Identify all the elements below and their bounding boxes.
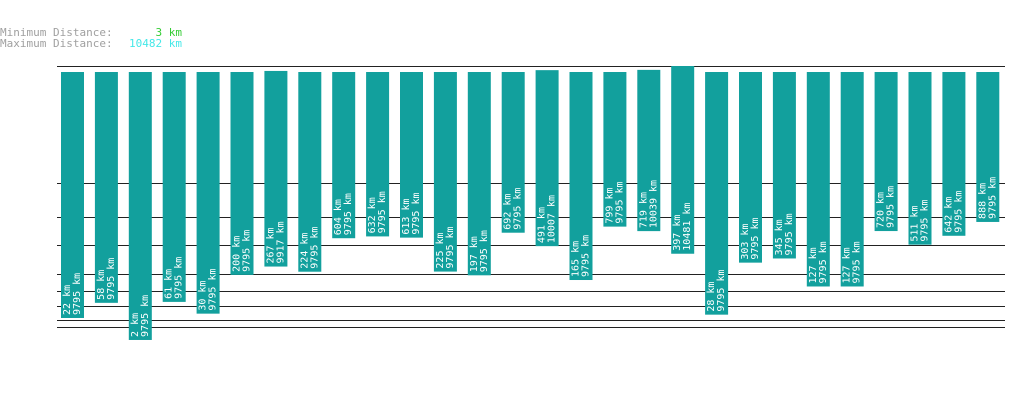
bar <box>569 72 593 281</box>
min-label: 692 km <box>503 194 514 230</box>
min-label: 127 km <box>808 247 819 283</box>
min-label: 632 km <box>367 197 378 233</box>
max-label: 10007 km <box>547 195 558 243</box>
min-label: 58 km <box>96 270 107 300</box>
min-label: 604 km <box>333 199 344 235</box>
max-label: 9795 km <box>411 192 422 234</box>
bar <box>908 72 932 245</box>
max-label: 9917 km <box>275 221 286 263</box>
bar <box>772 72 796 259</box>
min-label: 197 km <box>469 236 480 272</box>
max-label: 9795 km <box>479 230 490 272</box>
min-label: 613 km <box>401 199 412 235</box>
max-label: 10481 km <box>682 203 693 251</box>
bar <box>433 72 457 272</box>
max-label: 9795 km <box>852 241 863 283</box>
max-label: 9795 km <box>140 295 151 337</box>
max-label: 9795 km <box>242 230 253 272</box>
bar <box>501 72 525 233</box>
max-label: 9795 km <box>343 193 354 235</box>
bar <box>61 72 84 318</box>
min-label: 397 km <box>672 215 683 251</box>
bar <box>942 72 966 236</box>
min-label: 799 km <box>604 187 615 223</box>
min-label: 642 km <box>943 197 954 233</box>
bar <box>400 72 423 238</box>
bar <box>366 72 390 237</box>
max-label: 9795 km <box>886 186 897 228</box>
max-label: 10039 km <box>648 180 659 228</box>
min-label: 22 km <box>62 285 73 315</box>
min-distance-value: 3 km <box>156 26 183 39</box>
max-label: 9795 km <box>614 181 625 223</box>
max-label: 9795 km <box>72 273 83 315</box>
min-label: 720 km <box>876 192 887 228</box>
min-label: 888 km <box>977 183 988 219</box>
min-label: 719 km <box>638 192 649 228</box>
bar <box>332 72 356 239</box>
bar <box>976 72 1000 222</box>
max-label: 9795 km <box>818 241 829 283</box>
max-label: 9795 km <box>513 188 524 230</box>
min-label: 2 km <box>130 313 141 337</box>
max-label: 9795 km <box>750 217 761 259</box>
bar <box>128 72 152 340</box>
min-label: 200 km <box>232 236 243 272</box>
min-label: 30 km <box>198 281 209 311</box>
max-label: 9795 km <box>377 191 388 233</box>
bar <box>230 72 254 275</box>
bar <box>467 72 491 276</box>
min-label: 28 km <box>706 282 717 312</box>
max-label: 9795 km <box>445 226 456 268</box>
min-label: 224 km <box>299 233 310 269</box>
max-distance-value: 10482 km <box>129 37 182 50</box>
min-label: 165 km <box>571 241 582 277</box>
max-label: 9795 km <box>208 268 219 310</box>
bar <box>874 72 898 232</box>
bar <box>739 72 762 263</box>
bar <box>705 72 729 315</box>
min-label: 511 km <box>910 206 921 242</box>
min-label: 61 km <box>164 269 175 299</box>
max-label: 9795 km <box>987 177 998 219</box>
max-label: 9795 km <box>106 258 117 300</box>
bar <box>671 66 695 254</box>
max-label: 9795 km <box>174 257 185 299</box>
min-label: 491 km <box>537 207 548 243</box>
min-label: 345 km <box>774 219 785 255</box>
max-label: 9795 km <box>784 213 795 255</box>
bar <box>264 70 288 267</box>
min-label: 303 km <box>740 224 751 260</box>
min-label: 225 km <box>435 232 446 268</box>
max-distance-title: Maximum Distance: <box>0 37 113 50</box>
bar <box>806 72 830 287</box>
bar <box>162 72 186 302</box>
min-distance-title: Minimum Distance: <box>0 26 113 39</box>
max-label: 9795 km <box>920 200 931 242</box>
bar <box>603 72 627 227</box>
min-label: 127 km <box>842 247 853 283</box>
max-label: 9795 km <box>716 269 727 311</box>
bar <box>840 72 864 287</box>
max-label: 9795 km <box>309 227 320 269</box>
max-label: 9795 km <box>953 191 964 233</box>
bar <box>535 70 559 247</box>
min-label: 267 km <box>265 227 276 263</box>
bar <box>94 72 118 303</box>
bar <box>196 72 220 314</box>
max-label: 9795 km <box>581 235 592 277</box>
bar <box>298 72 322 272</box>
bar <box>637 69 661 232</box>
